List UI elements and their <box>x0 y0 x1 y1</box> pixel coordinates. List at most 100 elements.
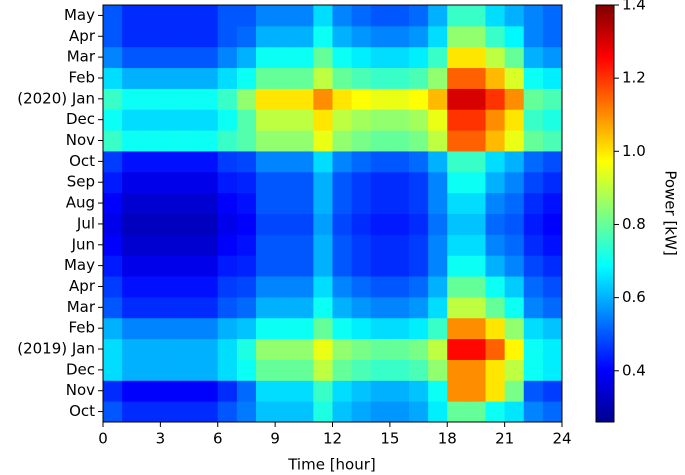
heatmap-cell <box>275 234 295 256</box>
heatmap-cell <box>236 109 257 131</box>
heatmap-cell <box>370 130 391 152</box>
heatmap-cell <box>466 109 486 131</box>
heatmap-cell <box>256 338 276 360</box>
heatmap-cell <box>236 338 257 360</box>
heatmap-cell <box>409 5 429 27</box>
heatmap-cell <box>217 234 238 256</box>
heatmap-cell <box>485 380 506 402</box>
heatmap-cell <box>504 296 525 319</box>
x-tick-label: 24 <box>552 430 571 448</box>
heatmap-cell <box>179 150 200 173</box>
heatmap-cell <box>504 255 525 277</box>
heatmap-cell <box>256 192 276 214</box>
heatmap-cell <box>332 5 353 27</box>
heatmap-cell <box>447 213 467 235</box>
heatmap-cell <box>141 5 161 27</box>
heatmap-cell <box>485 109 506 131</box>
heatmap-cell <box>313 401 333 423</box>
heatmap-cell <box>122 5 142 27</box>
heatmap-cell <box>141 359 161 381</box>
heatmap-cell <box>466 255 486 277</box>
heatmap-cell <box>332 192 353 214</box>
heatmap-cell <box>542 338 563 360</box>
heatmap-cell <box>370 317 391 340</box>
heatmap-cell <box>351 401 372 423</box>
heatmap-cell <box>103 46 123 69</box>
heatmap-cell <box>523 380 544 402</box>
heatmap-cell <box>447 109 467 131</box>
heatmap-cell <box>122 338 142 360</box>
heatmap-cell <box>447 150 467 173</box>
heatmap-cell <box>160 88 180 110</box>
heatmap-cell <box>370 276 391 298</box>
heatmap-cell <box>389 130 410 152</box>
heatmap-cell <box>275 67 295 89</box>
heatmap-cell <box>294 192 314 214</box>
heatmap-cell <box>428 150 448 173</box>
heatmap-cell <box>179 338 200 360</box>
heatmap-cell <box>160 296 180 319</box>
y-tick-label: Nov <box>66 131 95 149</box>
heatmap-cell <box>389 338 410 360</box>
heatmap-cell <box>217 401 238 423</box>
heatmap-cell <box>236 401 257 423</box>
heatmap-cell <box>389 192 410 214</box>
heatmap-cell <box>275 88 295 110</box>
heatmap-cell <box>428 317 448 340</box>
heatmap-cell <box>275 401 295 423</box>
heatmap-cell <box>294 150 314 173</box>
heatmap-cell <box>160 213 180 235</box>
heatmap-cell <box>275 130 295 152</box>
heatmap-cell <box>428 25 448 48</box>
heatmap-cell <box>389 150 410 173</box>
heatmap-cell <box>160 109 180 131</box>
heatmap-cell <box>466 317 486 340</box>
y-tick-label: May <box>64 256 95 274</box>
heatmap-cell <box>428 109 448 131</box>
heatmap-cell <box>160 67 180 89</box>
heatmap-cell <box>141 192 161 214</box>
heatmap-cell <box>542 234 563 256</box>
heatmap-cell <box>160 130 180 152</box>
heatmap-cell <box>103 380 123 402</box>
heatmap-cell <box>122 67 142 89</box>
heatmap-cell <box>313 150 333 173</box>
heatmap-cell <box>409 67 429 89</box>
heatmap-cell <box>256 25 276 48</box>
heatmap-cell <box>294 109 314 131</box>
heatmap-cell <box>504 192 525 214</box>
heatmap-cell <box>179 109 200 131</box>
heatmap-cell <box>428 213 448 235</box>
heatmap-cell <box>351 88 372 110</box>
heatmap-cell <box>294 67 314 89</box>
heatmap-cell <box>523 338 544 360</box>
heatmap-cell <box>256 5 276 27</box>
heatmap-cell <box>428 88 448 110</box>
heatmap-cell <box>351 109 372 131</box>
colorbar-tick-label: 0.6 <box>622 288 646 306</box>
heatmap-cell <box>485 130 506 152</box>
heatmap-cell <box>466 150 486 173</box>
heatmap-cell <box>332 401 353 423</box>
heatmap-cell <box>179 255 200 277</box>
heatmap-cell <box>370 359 391 381</box>
heatmap-cell <box>466 130 486 152</box>
heatmap-cell <box>428 67 448 89</box>
heatmap-cell <box>332 276 353 298</box>
heatmap-cell <box>103 171 123 194</box>
heatmap-cell <box>122 296 142 319</box>
heatmap-cell <box>103 109 123 131</box>
heatmap-cell <box>523 171 544 194</box>
heatmap-cell <box>313 88 333 110</box>
heatmap-cell <box>198 380 219 402</box>
heatmap-cell <box>217 88 238 110</box>
heatmap-cell <box>294 296 314 319</box>
heatmap-cell <box>313 213 333 235</box>
heatmap-cell <box>389 255 410 277</box>
heatmap-cell <box>179 213 200 235</box>
heatmap-cell <box>523 213 544 235</box>
heatmap-cell <box>542 276 563 298</box>
heatmap-cell <box>485 213 506 235</box>
heatmap-cell <box>103 359 123 381</box>
